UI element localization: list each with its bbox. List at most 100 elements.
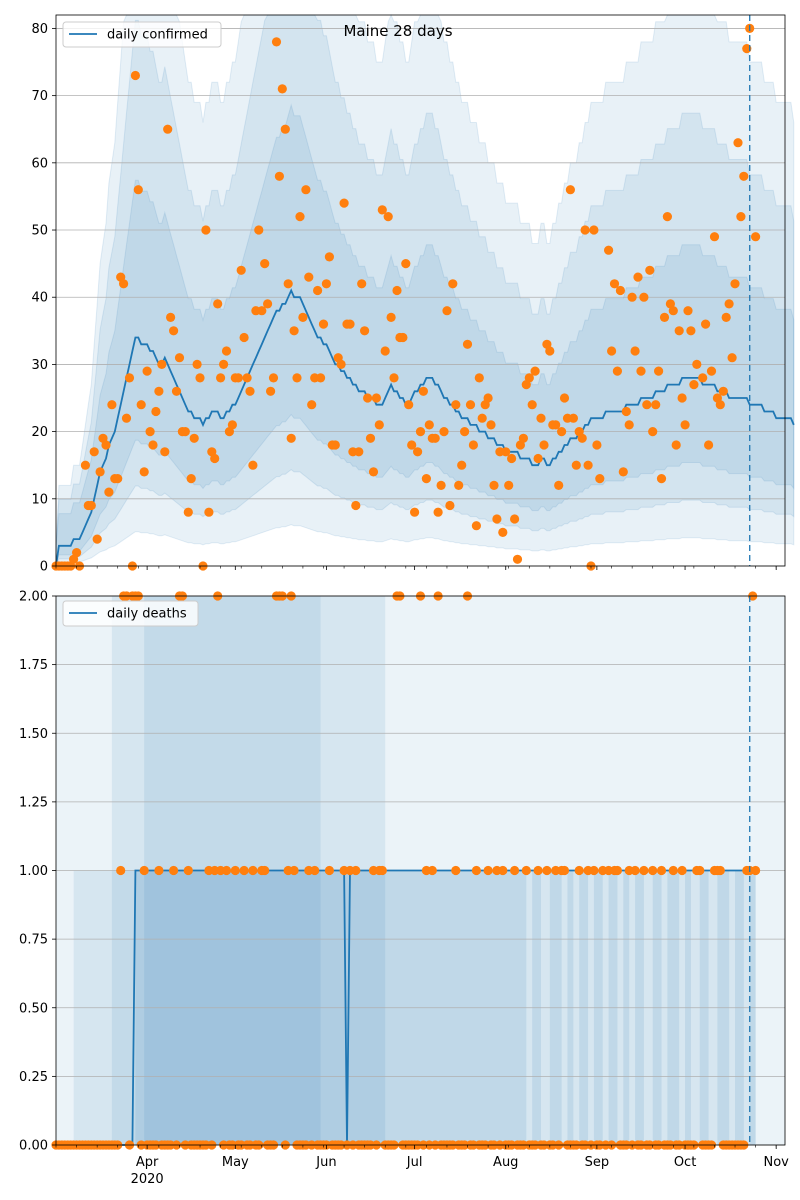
confirmed-point-184 <box>595 474 605 484</box>
confirmed-point-134 <box>448 279 458 289</box>
confirmed-point-79 <box>286 433 296 443</box>
deaths-ytick-label-2.00: 2.00 <box>19 590 48 605</box>
confirmed-point-68 <box>254 225 264 235</box>
confirmed-point-119 <box>404 400 414 410</box>
deaths-ytick-label-0.25: 0.25 <box>19 1070 48 1085</box>
confirmed-point-64 <box>242 373 252 383</box>
legend-confirmed-label: daily confirmed <box>107 28 208 43</box>
confirmed-point-69 <box>257 306 267 316</box>
confirmed-point-53 <box>210 453 220 464</box>
confirmed-point-17 <box>104 487 114 497</box>
confirmed-point-44 <box>183 507 193 517</box>
confirmed-ytick-label-70: 70 <box>31 89 48 104</box>
confirmed-point-140 <box>465 400 476 410</box>
confirmed-ytick-label-10: 10 <box>31 492 48 507</box>
deaths-point-213 <box>677 865 687 876</box>
confirmed-point-81 <box>292 373 302 383</box>
confirmed-point-105 <box>363 393 373 403</box>
confirmed-point-59 <box>227 420 237 430</box>
deaths-ytick-label-1.75: 1.75 <box>19 658 48 673</box>
confirmed-point-45 <box>186 474 196 484</box>
confirmed-point-96 <box>336 359 346 369</box>
confirmed-point-71 <box>263 299 273 309</box>
confirmed-point-50 <box>201 225 211 235</box>
confirmed-point-108 <box>371 393 381 403</box>
confirmed-point-27 <box>133 185 143 195</box>
deaths-point-45 <box>183 865 193 876</box>
confirmed-point-63 <box>239 332 249 343</box>
confirmed-uncertainty-bands <box>55 13 795 568</box>
confirmed-point-92 <box>324 252 334 262</box>
xtick-label-Aug: Aug <box>493 1155 518 1170</box>
confirmed-point-113 <box>386 312 396 322</box>
confirmed-point-139 <box>462 339 473 349</box>
deaths-point-197 <box>630 865 640 876</box>
confirmed-point-151 <box>498 527 508 538</box>
confirmed-point-215 <box>692 359 702 369</box>
deaths-panel: 0.00 0.25 0.50 0.75 1.00 1.25 1.50 1.75 2.00 Apr… <box>19 590 789 1188</box>
confirmed-point-65 <box>245 386 255 396</box>
confirmed-point-175 <box>568 413 579 423</box>
confirmed-point-230 <box>739 171 749 181</box>
confirmed-point-110 <box>377 205 387 215</box>
confirmed-point-205 <box>662 212 673 222</box>
confirmed-point-219 <box>706 366 717 376</box>
confirmed-point-228 <box>733 138 743 148</box>
confirmed-point-207 <box>668 306 678 316</box>
confirmed-point-213 <box>686 326 696 336</box>
deaths-point-219 <box>695 865 705 876</box>
confirmed-point-148 <box>489 480 499 490</box>
confirmed-point-131 <box>439 427 449 437</box>
confirmed-point-77 <box>280 124 290 134</box>
confirmed-point-203 <box>656 474 667 484</box>
confirmed-point-74 <box>271 37 282 47</box>
xtick-label-Sep: Sep <box>585 1155 610 1170</box>
confirmed-point-83 <box>298 312 308 322</box>
confirmed-point-199 <box>645 265 655 275</box>
confirmed-point-94 <box>330 440 340 450</box>
confirmed-point-191 <box>621 406 631 417</box>
confirmed-point-123 <box>415 427 426 437</box>
deaths-point-71 <box>260 865 270 876</box>
confirmed-point-198 <box>642 400 652 410</box>
confirmed-x-ticks <box>55 566 777 570</box>
confirmed-point-129 <box>433 507 443 517</box>
chart-title: Maine 28 days <box>343 22 452 40</box>
deaths-point-164 <box>533 865 543 876</box>
confirmed-point-190 <box>618 467 628 477</box>
confirmed-point-11 <box>86 500 96 511</box>
deaths-point-191 <box>612 865 623 876</box>
confirmed-point-202 <box>654 366 664 376</box>
legend-deaths-label: daily deaths <box>107 607 187 622</box>
deaths-point-67 <box>248 865 258 876</box>
confirmed-point-124 <box>418 386 428 396</box>
deaths-ytick-label-1.00: 1.00 <box>19 864 48 879</box>
confirmed-point-85 <box>304 272 314 282</box>
confirmed-point-201 <box>651 400 661 410</box>
confirmed-point-176 <box>571 460 581 470</box>
deaths-point-22 <box>116 865 126 876</box>
deaths-y-axis: 0.00 0.25 0.50 0.75 1.00 1.25 1.50 1.75 2.00 <box>19 590 56 1154</box>
confirmed-ytick-label-20: 20 <box>31 425 48 440</box>
deaths-point-61 <box>230 865 240 876</box>
deaths-point-40 <box>169 865 179 876</box>
deaths-point-136 <box>451 865 461 876</box>
confirmed-point-186 <box>607 346 617 356</box>
confirmed-point-147 <box>486 420 496 430</box>
confirmed-point-30 <box>142 366 152 376</box>
confirmed-point-233 <box>751 232 761 242</box>
confirmed-point-118 <box>401 259 411 269</box>
confirmed-point-193 <box>627 292 637 302</box>
confirmed-point-212 <box>683 306 693 316</box>
deaths-point-200 <box>639 865 649 876</box>
confirmed-point-156 <box>512 554 523 564</box>
deaths-point-203 <box>648 865 658 876</box>
deaths-point-238 <box>751 865 761 876</box>
confirmed-point-75 <box>274 171 284 181</box>
date-x-axis: Apr May Jun Jul Aug Sep Oct Nov 2020 <box>55 1145 789 1187</box>
confirmed-point-13 <box>92 534 102 544</box>
deaths-ytick-label-0.75: 0.75 <box>19 933 48 948</box>
confirmed-point-224 <box>721 312 731 322</box>
confirmed-point-35 <box>157 359 167 369</box>
